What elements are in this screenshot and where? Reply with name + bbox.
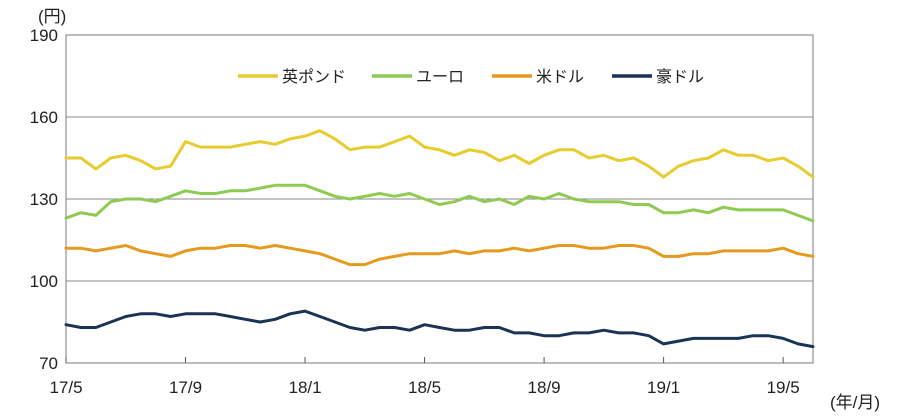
legend: 英ポンド ユーロ 米ドル 豪ドル [238, 67, 704, 86]
y-tick-label: 130 [30, 190, 58, 209]
legend-label: 米ドル [536, 67, 584, 86]
legend-label: ユーロ [416, 67, 464, 86]
plot-frame [65, 34, 814, 364]
x-tick-label: 17/5 [49, 378, 82, 397]
legend-label: 豪ドル [656, 67, 704, 86]
grid-layer [66, 116, 813, 282]
series-line-2 [64, 183, 815, 223]
y-tick-label: 190 [30, 26, 58, 45]
x-tick-label: 18/9 [528, 378, 561, 397]
series-layer [64, 129, 815, 349]
x-tick-label: 18/5 [408, 378, 441, 397]
y-unit-label: (円) [38, 7, 66, 26]
axis-layer: 70 100 130 160 190 17/5 17/9 18/1 18/5 18/9 19/1 19… [30, 26, 814, 397]
y-tick-label: 70 [39, 354, 58, 373]
y-tick-label: 100 [30, 272, 58, 291]
x-tick-label: 19/5 [767, 378, 800, 397]
y-tick-label: 160 [30, 108, 58, 127]
x-unit-label: (年/月) [830, 393, 880, 412]
x-tick-label: 18/1 [288, 378, 321, 397]
series-line-3 [64, 244, 815, 267]
x-tick-label: 17/9 [169, 378, 202, 397]
series-line-1 [64, 129, 815, 179]
legend-label: 英ポンド [282, 67, 346, 86]
series-line-4 [64, 309, 815, 349]
x-tick-label: 19/1 [647, 378, 680, 397]
